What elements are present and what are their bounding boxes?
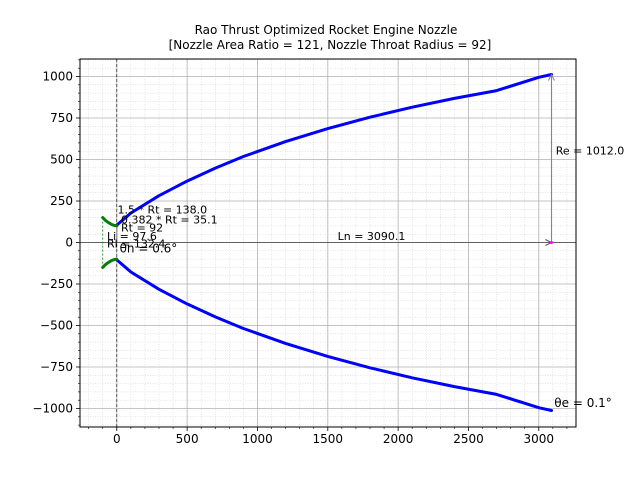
tick-layer: 0 500 1000 1500 2000 2500 3000−1000−750−500−25…: [32, 59, 568, 446]
annotation-label-3: 0.382 * Rt = 35.1: [121, 213, 218, 226]
re-arrow-head: [548, 73, 555, 81]
annotation-label-0: Re = 1012.0: [556, 145, 625, 158]
series-line-2: [101, 216, 119, 228]
tick-label-y: 750: [50, 111, 73, 125]
series-line-0: [115, 73, 553, 227]
annotation-label-7: θn = 0.6°: [120, 242, 178, 256]
tick-label-y: −250: [40, 277, 73, 291]
annotation-label-1: Ln = 3090.1: [338, 230, 406, 243]
series-line-3: [101, 257, 119, 269]
tick-label-x: 2000: [383, 432, 414, 446]
tick-label-x: 2500: [453, 432, 484, 446]
tick-label-y: 500: [50, 153, 73, 167]
annotation-label-8: θe = 0.1°: [554, 396, 612, 410]
tick-label-x: 1000: [242, 432, 273, 446]
tick-label-y: −500: [40, 319, 73, 333]
annotation-label-2: 1.5 * Rt = 138.0: [118, 203, 208, 216]
annotation-layer: Re = 1012.0 Ln = 3090.1 1.5 * Rt = 138.00.…: [102, 73, 625, 410]
data-layer: [80, 59, 576, 427]
annotation-label-5: Li = 97.6: [107, 230, 157, 243]
annotation-label-6: Rl = 132.4: [107, 238, 165, 251]
tick-label-y: −750: [40, 360, 73, 374]
tick-label-x: 1500: [313, 432, 344, 446]
tick-label-x: 3000: [524, 432, 555, 446]
exit-marker: [549, 241, 553, 244]
series-line-1: [115, 258, 553, 412]
tick-label-x: 0: [113, 432, 121, 446]
tick-label-y: 0: [65, 236, 73, 250]
tick-label-y: 1000: [42, 70, 73, 84]
chart-subtitle: [Nozzle Area Ratio = 121, Nozzle Throat …: [169, 38, 492, 52]
chart-title: Rao Thrust Optimized Rocket Engine Nozzl…: [195, 23, 458, 37]
annotation-label-4: Rt = 92: [121, 222, 163, 235]
tick-label-x: 500: [176, 432, 199, 446]
tick-label-y: −1000: [32, 402, 73, 416]
tick-label-y: 250: [50, 194, 73, 208]
